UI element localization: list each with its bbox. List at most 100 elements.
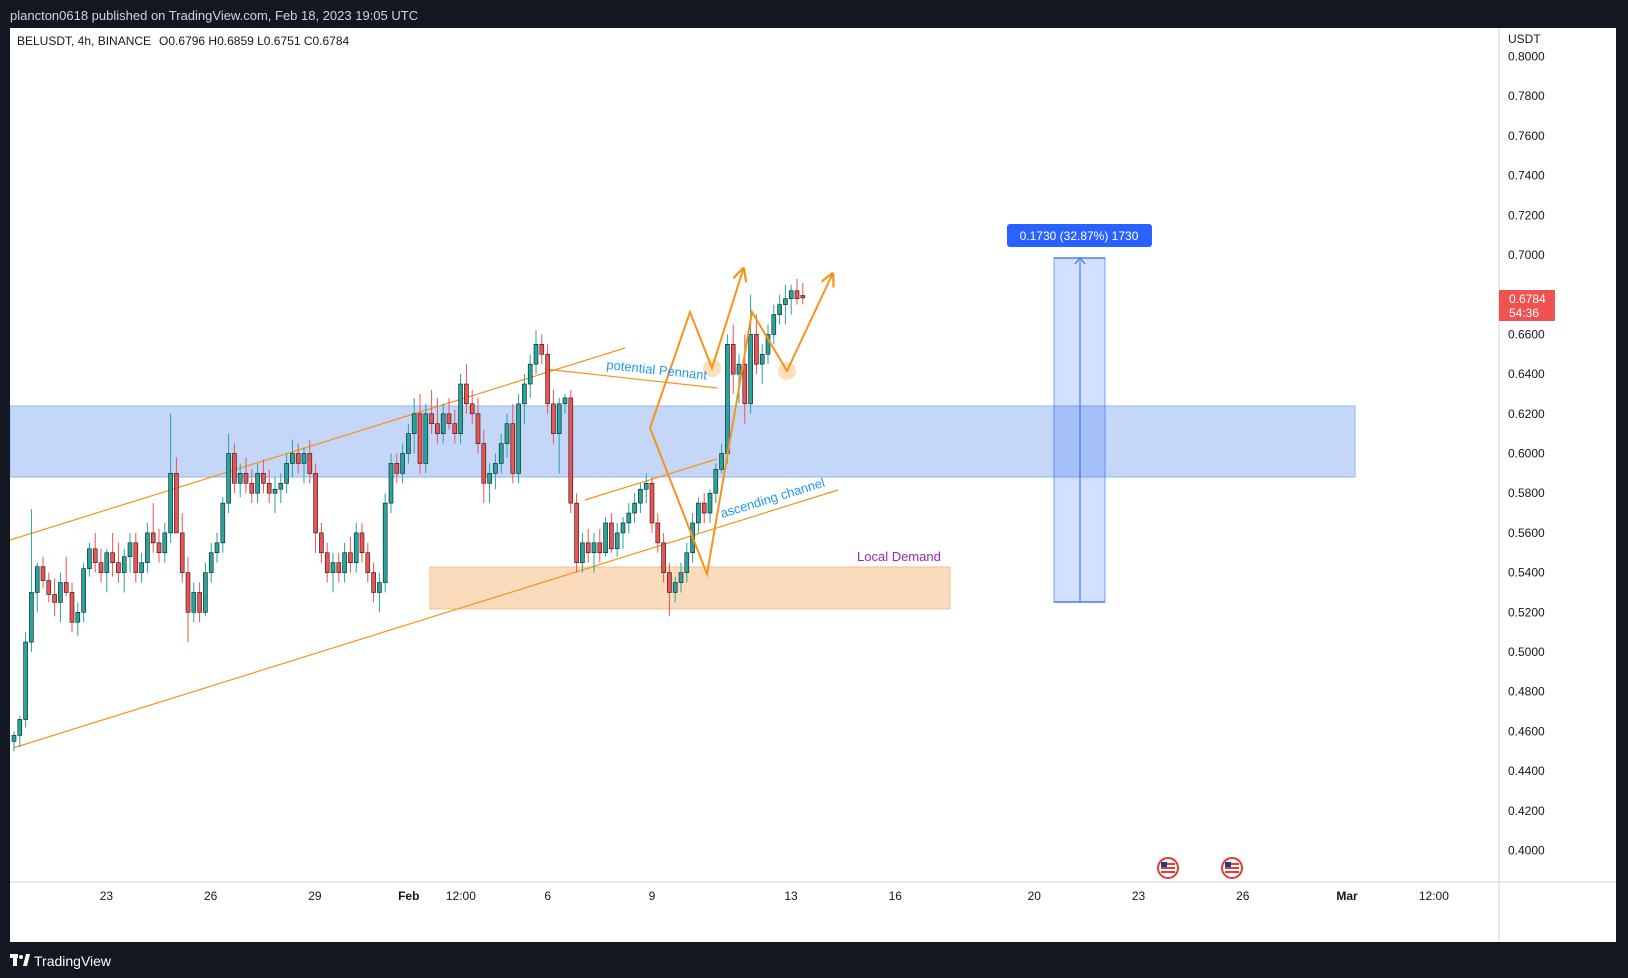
candle[interactable] [609,513,614,553]
candle[interactable] [319,522,324,563]
candle[interactable] [324,542,330,583]
candle[interactable] [638,483,643,514]
candle[interactable] [504,413,510,458]
candle[interactable] [458,374,463,444]
candle[interactable] [510,403,516,484]
candle[interactable] [371,562,376,603]
candle[interactable] [469,389,475,424]
candle[interactable] [580,532,585,573]
candle[interactable] [754,314,759,375]
candle[interactable] [23,632,28,728]
candle[interactable] [568,389,574,514]
candle[interactable] [730,324,736,394]
candle[interactable] [614,522,620,557]
candle[interactable] [794,278,800,305]
candle[interactable] [771,304,777,345]
candle[interactable] [446,397,452,430]
candle[interactable] [40,556,46,589]
candle[interactable] [765,324,771,365]
candle[interactable] [203,562,208,617]
candle[interactable] [464,364,469,414]
candle[interactable] [429,389,434,434]
candle[interactable] [110,532,115,577]
candle[interactable] [684,542,690,583]
candle[interactable] [290,439,295,478]
candle[interactable] [104,548,110,593]
candle[interactable] [777,294,782,325]
candle[interactable] [626,503,632,533]
candle[interactable] [661,532,666,583]
candle[interactable] [336,552,342,583]
candle[interactable] [17,715,23,748]
resistance-zone[interactable] [9,405,1356,478]
candle[interactable] [179,513,185,583]
candle[interactable] [632,493,637,523]
candle[interactable] [603,517,608,557]
candle[interactable] [284,453,289,494]
candle[interactable] [667,562,672,617]
candle[interactable] [214,532,220,563]
pennant-upper-line[interactable] [544,368,718,389]
candle[interactable] [620,517,626,549]
candle[interactable] [174,457,179,534]
candle[interactable] [788,284,794,315]
candle[interactable] [69,582,75,633]
candle[interactable] [672,576,678,603]
candle[interactable] [150,503,156,553]
candle[interactable] [649,477,655,533]
candle[interactable] [539,334,545,365]
candle[interactable] [272,477,278,514]
demand-zone[interactable] [429,566,951,610]
candle[interactable] [208,542,214,583]
candle[interactable] [133,532,139,583]
candle[interactable] [498,433,504,474]
pennant-label[interactable]: potential Pennant [606,357,709,383]
candle[interactable] [278,473,284,504]
candle[interactable] [191,582,197,623]
pennant-lower-line[interactable] [584,458,718,501]
candle[interactable] [365,542,371,583]
bullish-scenario-path[interactable] [649,270,743,429]
candle[interactable] [197,582,202,623]
candle[interactable] [527,354,533,398]
candle[interactable] [696,497,701,533]
candle[interactable] [46,572,52,603]
candle[interactable] [591,532,597,573]
candle[interactable] [63,556,69,597]
candle[interactable] [156,528,162,563]
candle[interactable] [255,463,260,504]
candle[interactable] [597,528,603,563]
candle[interactable] [475,397,481,454]
candle[interactable] [121,548,127,593]
candle[interactable] [400,443,405,484]
candle[interactable] [34,562,40,613]
candle[interactable] [643,473,649,504]
candle[interactable] [713,463,719,504]
symbol-legend[interactable]: BELUSDT, 4h, BINANCE O0.6796 H0.6859 L0.6… [17,34,350,48]
candle[interactable] [75,602,81,637]
candle[interactable] [678,562,684,593]
candle[interactable] [423,403,429,474]
candle[interactable] [759,344,765,385]
candle[interactable] [417,393,423,474]
candle[interactable] [301,447,307,484]
candle[interactable] [266,469,272,504]
time-axis[interactable]: 23 26 29 Feb 12:00 6 9 13 16 20 23 26 Mar 12:00 [100,889,1449,903]
candle[interactable] [116,542,121,583]
candle[interactable] [719,443,724,474]
candle[interactable] [522,374,527,424]
candle[interactable] [800,282,806,305]
candle[interactable] [87,542,92,577]
candle[interactable] [330,552,336,593]
candle[interactable] [232,443,237,494]
price-axis[interactable]: 0.8000 0.7800 0.7600 0.7400 0.7200 0.7000 0.66… [1508,50,1545,858]
candle[interactable] [574,493,579,573]
candle[interactable] [220,497,226,553]
us-flag-event-icon[interactable] [1221,857,1243,879]
candle[interactable] [29,509,34,652]
candle[interactable] [487,463,492,504]
candle[interactable] [81,562,86,623]
candle[interactable] [388,453,394,514]
candle[interactable] [313,463,318,553]
chart-frame[interactable]: 0.1730 (32.87%) 1730 potential Pennant a… [9,28,1616,942]
